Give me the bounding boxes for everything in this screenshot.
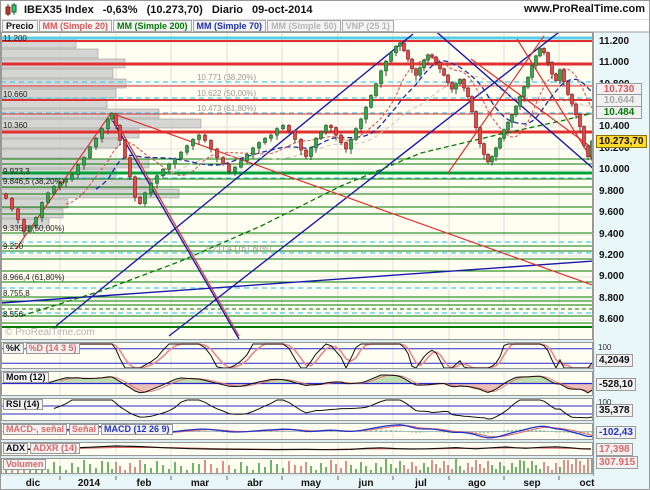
- price-level-label: 11.200: [3, 34, 27, 43]
- watermark: © ProRealTime.com: [5, 327, 95, 338]
- scale-tick-stoch: 100: [598, 343, 612, 352]
- price-tick: 9.000: [599, 271, 625, 282]
- pane-labels-vol: Volumen: [3, 459, 47, 470]
- indicator-label-vol[interactable]: Volumen: [3, 459, 47, 470]
- toolbar-button-precio[interactable]: Precio: [2, 20, 38, 32]
- indicator-value-adx: 17,398: [596, 443, 633, 456]
- chart-header: IBEX35 Index -0,63% (10.273,70) Diario 0…: [1, 1, 649, 19]
- price-level-label: 8.556: [3, 310, 24, 319]
- fibonacci-label: 10.473 (61,80%): [197, 104, 257, 113]
- toolbar-button-vnp-25-1-[interactable]: VNP (25 1): [341, 20, 394, 32]
- ma-value-box: 10.484: [596, 106, 642, 119]
- price-tick: 11.200: [599, 36, 630, 47]
- indicator-value-mom: -528,10: [596, 378, 636, 391]
- pane-labels-adx: ADX ADXR (14): [3, 443, 81, 454]
- scale-tick-rsi: 100: [598, 398, 612, 407]
- symbol-name: IBEX35 Index: [24, 4, 94, 16]
- price-level-label: 9.335,8 (50,00%): [3, 224, 65, 233]
- toolbar-button-mm-simple-200-[interactable]: MM (Simple 200): [113, 20, 192, 32]
- price-tick: 10.200: [599, 143, 630, 154]
- fibonacci-label: 9.211,4 (161,80%): [206, 244, 272, 253]
- ma-value-box: 10.730: [596, 83, 642, 96]
- price-level-label: 9.250: [3, 242, 24, 251]
- site-link[interactable]: www.ProRealTime.com: [523, 3, 645, 15]
- price-level-label: 10.660: [3, 90, 28, 99]
- price-tick: 8.600: [599, 314, 625, 325]
- fibonacci-label: 10.622 (50,00%): [197, 89, 257, 98]
- fibonacci-label: 10.771 (38,20%): [197, 73, 257, 82]
- month-label-dic: dic: [25, 478, 41, 489]
- indicator-label-mom[interactable]: Mom (12): [3, 372, 49, 383]
- month-label-abr: abr: [247, 478, 263, 489]
- month-label-mar: mar: [190, 478, 210, 489]
- price-tick: 9.400: [599, 229, 625, 240]
- price-level-label: 8.755,8: [3, 289, 30, 298]
- indicator-label-macd[interactable]: MACD (12 26 9): [101, 424, 173, 435]
- pane-labels-macd: MACD-, señal Señal MACD (12 26 9): [3, 424, 173, 435]
- last-price: (10.273,70): [146, 4, 203, 16]
- month-label-oct: oct: [579, 478, 595, 489]
- indicator-label-adx[interactable]: ADXR (14): [30, 443, 81, 454]
- pane-labels-mom: Mom (12): [3, 372, 49, 383]
- indicator-label-stoch[interactable]: %D (14 3 5): [25, 343, 80, 354]
- month-label-2014: 2014: [77, 478, 101, 489]
- price-tick: 9.600: [599, 207, 625, 218]
- month-label-jun: jun: [358, 478, 374, 489]
- pane-labels-rsi: RSI (14): [3, 399, 43, 410]
- last-price-box: 10.273,70: [596, 135, 647, 148]
- date-label: 09-oct-2014: [252, 4, 313, 16]
- month-label-ago: ago: [468, 478, 486, 489]
- indicator-value-vol: 307.915: [596, 456, 639, 469]
- price-level-label: 8.966,4 (61,80%): [3, 273, 65, 282]
- price-level-label: 10.360: [3, 121, 28, 130]
- month-label-may: may: [300, 478, 322, 489]
- timeframe: Diario: [211, 4, 244, 16]
- change-percent: -0,63%: [102, 4, 138, 16]
- price-tick: 10.400: [599, 121, 630, 132]
- price-tick: 9.800: [599, 186, 625, 197]
- price-tick: 8.800: [599, 293, 625, 304]
- indicator-label-macd[interactable]: MACD-, señal: [3, 424, 68, 435]
- indicator-label-adx[interactable]: ADX: [3, 443, 29, 454]
- indicator-label-macd[interactable]: Señal: [69, 424, 100, 435]
- price-level-label: 9.923,3: [3, 167, 30, 176]
- month-label-sep: sep: [523, 478, 541, 489]
- indicator-toolbar: Precio MM (Simple 20) MM (Simple 200) MM (S…: [2, 20, 394, 32]
- price-level-label: 9.846,5 (38,20%): [3, 177, 65, 186]
- indicator-label-rsi[interactable]: RSI (14): [3, 399, 43, 410]
- indicator-value-stoch: 4,2049: [596, 354, 633, 367]
- toolbar-button-mm-simple-70-[interactable]: MM (Simple 70): [192, 20, 267, 32]
- toolbar-button-mm-simple-20-[interactable]: MM (Simple 20): [38, 20, 113, 32]
- indicator-value-macd: -102,43: [596, 426, 636, 439]
- candlestick-logo-icon: [4, 3, 18, 17]
- indicator-value-rsi: 35,378: [596, 404, 633, 417]
- month-label-feb: feb: [136, 478, 152, 489]
- price-tick: 9.200: [599, 250, 625, 261]
- pane-labels-stoch: %K %D (14 3 5): [3, 343, 80, 354]
- toolbar-button-mm-simple-50-[interactable]: MM (Simple 50): [267, 20, 341, 32]
- month-label-jul: jul: [415, 478, 427, 489]
- indicator-label-stoch[interactable]: %K: [3, 343, 24, 354]
- price-tick: 11.000: [599, 57, 630, 68]
- price-tick: 10.000: [599, 164, 630, 175]
